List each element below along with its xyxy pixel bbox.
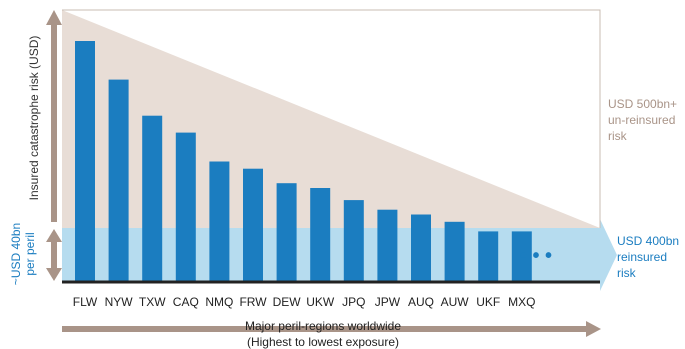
unreinsured-risk-area — [62, 10, 600, 228]
x-tick-jpq: JPQ — [342, 295, 365, 309]
reinsured-label-line1: USD 400bn — [617, 234, 679, 248]
y-axis-arrow — [46, 10, 62, 222]
unreinsured-label-line2: un-reinsured — [608, 113, 675, 127]
bar-jpw — [377, 209, 398, 282]
bar-dew — [276, 183, 297, 282]
bar-mxq — [511, 231, 532, 282]
reinsured-label-line3: risk — [617, 266, 637, 280]
bar-flw — [75, 41, 95, 282]
x-tick-flw: FLW — [73, 295, 98, 309]
y-axis-label: Insured catastrophe risk (USD) — [27, 36, 41, 201]
per-peril-label-line1: ~USD 40bn — [9, 223, 23, 285]
x-tick-nmq: NMQ — [205, 295, 233, 309]
bar-ukf — [478, 231, 499, 282]
bars-group — [75, 41, 532, 283]
bar-auq — [411, 214, 431, 282]
x-tick-auw: AUW — [441, 295, 470, 309]
bar-jpq — [343, 200, 364, 282]
unreinsured-label-line3: risk — [608, 129, 628, 143]
bar-nyw — [108, 79, 129, 282]
x-tick-nyw: NYW — [105, 295, 134, 309]
x-tick-caq: CAQ — [173, 295, 199, 309]
x-tick-frw: FRW — [239, 295, 267, 309]
unreinsured-label-line1: USD 500bn+ — [608, 97, 677, 111]
x-axis-arrow — [62, 321, 601, 337]
x-tick-jpw: JPW — [375, 295, 401, 309]
more-perils-ellipsis: • • • — [520, 245, 552, 267]
x-tick-auq: AUQ — [408, 295, 434, 309]
bar-auw — [444, 221, 465, 283]
x-tick-dew: DEW — [273, 295, 302, 309]
x-tick-txw: TXW — [139, 295, 166, 309]
unreinsured-outline — [62, 9, 601, 228]
bar-frw — [243, 168, 263, 282]
x-tick-ukw: UKW — [306, 295, 335, 309]
per-peril-double-arrow — [46, 229, 62, 281]
reinsured-label-line2: reinsured — [617, 250, 667, 264]
x-axis-label-line1: Major peril-regions worldwide — [245, 319, 401, 333]
reinsured-band-arrowhead — [600, 219, 617, 291]
bar-ukw — [310, 188, 331, 282]
x-axis-label-line2: (Highest to lowest exposure) — [247, 335, 399, 349]
per-peril-label-line2: per peril — [23, 232, 37, 275]
x-tick-ukf: UKF — [476, 295, 500, 309]
x-tick-mxq: MXQ — [508, 295, 535, 309]
bar-caq — [175, 132, 196, 282]
bar-nmq — [209, 161, 230, 282]
x-tick-labels: FLW NYW TXW CAQ NMQ FRW DEW UKW JPQ JPW AUQ AUW UKF M… — [73, 295, 536, 309]
bar-txw — [142, 115, 163, 282]
